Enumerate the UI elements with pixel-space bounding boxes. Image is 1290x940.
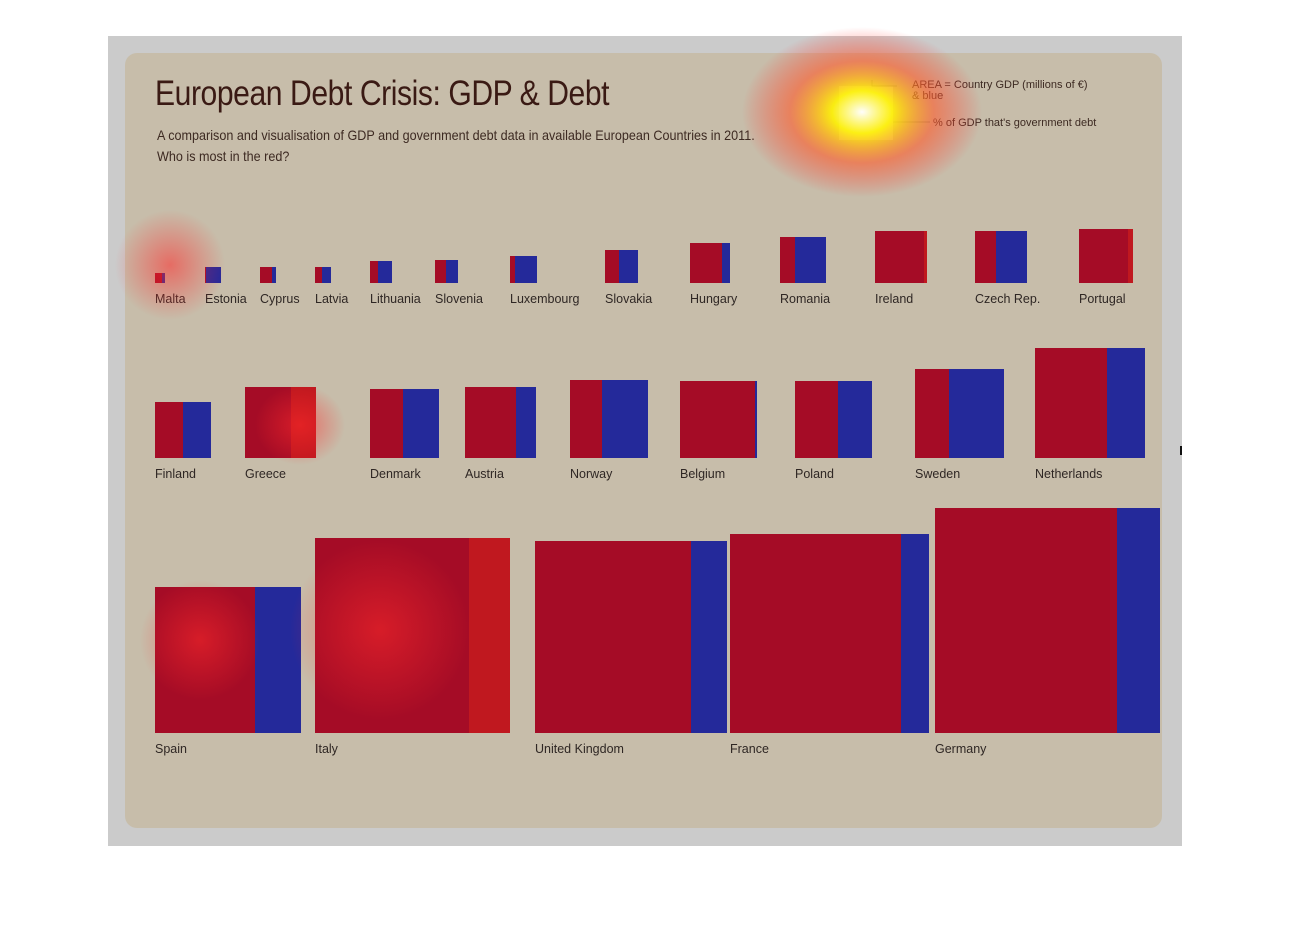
subtitle-line-2: Who is most in the red? — [157, 148, 290, 164]
debt-red-area-poland — [795, 381, 838, 458]
legend-percent-label: % of GDP that's government debt — [933, 117, 1097, 129]
remainder-blue-area-slovakia — [619, 250, 638, 283]
country-label: Czech Rep. — [975, 292, 1041, 306]
debt-red-area-slovenia — [435, 260, 446, 283]
debt-red-area-portugal — [1079, 229, 1133, 283]
legend-blue-label: & blue — [912, 90, 944, 102]
page-title: European Debt Crisis: GDP & Debt — [155, 74, 610, 113]
country-label: Cyprus — [260, 292, 300, 306]
remainder-blue-area-belgium — [755, 381, 757, 458]
debt-red-area-austria — [465, 387, 516, 458]
remainder-blue-area-united-kingdom — [690, 540, 728, 733]
debt-red-area-latvia — [315, 266, 322, 283]
country-label: Malta — [155, 292, 186, 306]
remainder-blue-area-sweden — [948, 368, 1005, 458]
remainder-blue-area-slovenia — [445, 260, 458, 283]
debt-red-area-denmark — [370, 388, 403, 458]
remainder-blue-area-spain — [254, 586, 302, 733]
country-label: Spain — [155, 742, 187, 756]
debt-red-area-lithuania — [370, 261, 379, 283]
remainder-blue-area-latvia — [321, 266, 332, 283]
remainder-blue-area-luxembourg — [514, 256, 537, 283]
debt-red-area-slovakia — [605, 250, 620, 283]
debt-red-area-spain — [155, 586, 255, 733]
remainder-blue-area-norway — [602, 379, 649, 458]
debt-excess-area-ireland — [923, 231, 927, 283]
country-label: Denmark — [370, 467, 421, 481]
debt-excess-area-greece — [291, 387, 316, 458]
debt-red-area-netherlands — [1035, 347, 1107, 458]
country-label: Finland — [155, 467, 196, 481]
country-label: Italy — [315, 742, 338, 756]
country-label: Poland — [795, 467, 834, 481]
country-label: Germany — [935, 742, 987, 756]
country-label: Romania — [780, 292, 831, 306]
debt-red-area-ireland — [875, 231, 927, 283]
country-label: Slovakia — [605, 292, 653, 306]
debt-red-area-france — [730, 534, 901, 733]
remainder-blue-area-lithuania — [378, 261, 392, 283]
country-label: Estonia — [205, 292, 247, 306]
debt-red-area-sweden — [915, 368, 949, 458]
debt-red-area-malta — [155, 273, 163, 283]
debt-red-area-romania — [780, 236, 796, 283]
country-label: Netherlands — [1035, 467, 1103, 481]
country-label: Slovenia — [435, 292, 483, 306]
remainder-blue-area-romania — [795, 236, 827, 283]
remainder-blue-area-netherlands — [1106, 347, 1146, 458]
remainder-blue-area-hungary — [722, 242, 730, 283]
remainder-blue-area-estonia — [205, 266, 222, 283]
debt-excess-area-italy — [469, 537, 511, 733]
remainder-blue-area-cyprus — [271, 266, 277, 283]
remainder-blue-area-poland — [837, 381, 872, 458]
country-label: Sweden — [915, 467, 961, 481]
country-label: Belgium — [680, 467, 726, 481]
debt-red-area-luxembourg — [510, 256, 515, 283]
remainder-blue-area-france — [900, 534, 929, 733]
remainder-blue-area-finland — [182, 401, 212, 458]
country-label: Luxembourg — [510, 292, 580, 306]
country-label: Ireland — [875, 292, 914, 306]
mouse-cursor — [1180, 446, 1182, 455]
debt-red-area-germany — [935, 508, 1117, 733]
debt-red-area-finland — [155, 401, 183, 458]
country-label: Austria — [465, 467, 504, 481]
subtitle-line-1: A comparison and visualisation of GDP an… — [157, 127, 755, 143]
debt-red-area-norway — [570, 379, 603, 458]
debt-red-area-united-kingdom — [535, 540, 691, 733]
debt-red-area-cyprus — [260, 266, 272, 283]
remainder-blue-area-austria — [515, 387, 536, 458]
country-label: Latvia — [315, 292, 349, 306]
country-label: Norway — [570, 467, 613, 481]
country-label: Portugal — [1079, 292, 1126, 306]
country-label: United Kingdom — [535, 742, 624, 756]
debt-red-area-belgium — [680, 381, 756, 458]
remainder-blue-area-malta — [162, 273, 165, 283]
country-label: France — [730, 742, 769, 756]
remainder-blue-area-germany — [1116, 508, 1160, 733]
remainder-blue-area-denmark — [402, 388, 440, 458]
country-label: Greece — [245, 467, 286, 481]
debt-red-area-czech-rep- — [975, 231, 997, 283]
country-label: Hungary — [690, 292, 738, 306]
debt-excess-area-portugal — [1128, 229, 1133, 283]
country-label: Lithuania — [370, 292, 421, 306]
remainder-blue-area-czech-rep- — [996, 231, 1027, 283]
debt-red-area-hungary — [690, 242, 722, 283]
